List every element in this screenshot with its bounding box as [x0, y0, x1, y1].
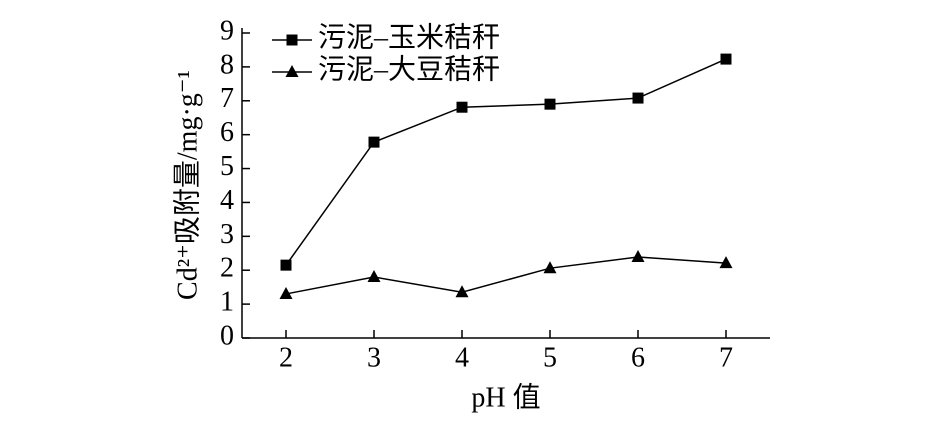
data-point [719, 256, 733, 269]
x-tick-label: 2 [279, 342, 293, 373]
data-point [368, 136, 380, 148]
x-tick-label: 4 [455, 342, 469, 373]
y-tick-label: 0 [220, 320, 234, 351]
x-tick-label: 6 [631, 342, 645, 373]
series-line [285, 58, 727, 266]
series-line [285, 256, 727, 295]
data-point [455, 285, 469, 298]
legend-label: 污泥–大豆秸秆 [318, 53, 500, 85]
data-point [543, 261, 557, 274]
y-tick-label: 3 [220, 219, 234, 250]
legend-label: 污泥–玉米秸秆 [318, 21, 500, 53]
y-tick-label: 8 [220, 49, 234, 80]
legend-marker [285, 65, 299, 77]
y-tick-label: 6 [220, 117, 234, 148]
y-tick-label: 1 [220, 287, 234, 318]
y-tick-label: 7 [220, 83, 234, 114]
data-point [456, 101, 468, 113]
x-axis-label: pH 值 [471, 381, 540, 413]
data-point [280, 259, 292, 271]
x-tick-label: 3 [367, 342, 381, 373]
data-point [631, 250, 645, 263]
y-axis-label: Cd²⁺吸附量/mg·g⁻¹ [171, 70, 203, 300]
y-tick-label: 4 [220, 185, 234, 216]
data-point [720, 53, 732, 65]
x-tick-label: 5 [543, 342, 557, 373]
data-point [367, 270, 381, 282]
legend-marker [286, 34, 298, 46]
x-tick-label: 7 [719, 342, 733, 373]
data-point [632, 92, 644, 104]
y-tick-label: 5 [220, 151, 234, 182]
data-point [279, 286, 293, 299]
data-point [544, 98, 556, 110]
y-tick-label: 2 [220, 253, 234, 284]
y-tick-label: 9 [220, 15, 234, 46]
